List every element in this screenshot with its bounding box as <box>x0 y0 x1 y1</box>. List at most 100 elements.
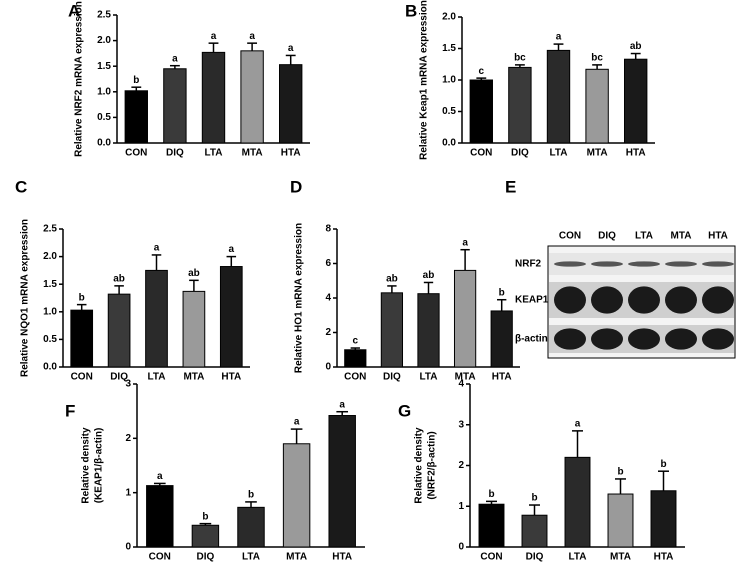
bar <box>508 66 532 144</box>
bar <box>344 349 367 368</box>
bar <box>237 506 265 548</box>
x-tick-label: HTA <box>332 552 352 563</box>
significance-letter: b <box>202 511 208 522</box>
significance-letter: bc <box>591 53 603 64</box>
y-tick-label: 1 <box>458 501 464 512</box>
y-tick-label: 2 <box>125 433 131 444</box>
bar <box>182 290 206 368</box>
bar <box>328 415 356 548</box>
bar <box>201 51 226 144</box>
bar <box>163 68 187 144</box>
bar <box>564 456 591 548</box>
panel-label: C <box>15 177 27 196</box>
y-axis-label: Relative NRF2 mRNA expression <box>74 1 85 157</box>
bar <box>417 293 440 368</box>
x-tick-label: DIQ <box>197 552 215 563</box>
x-tick-label: MTA <box>183 372 204 383</box>
significance-letter: a <box>575 419 581 430</box>
y-axis-label: Relative Keap1 mRNA expression <box>419 0 430 160</box>
significance-letter: a <box>339 399 345 410</box>
bar <box>219 266 243 368</box>
y-tick-label: 0.5 <box>97 112 111 123</box>
bar <box>107 293 131 368</box>
y-tick-label: 0.5 <box>442 106 456 117</box>
y-tick-label: 1.0 <box>442 75 456 86</box>
blot-band <box>702 261 734 267</box>
significance-letter: ab <box>386 274 398 285</box>
y-tick-label: 3 <box>458 419 464 430</box>
significance-letter: a <box>294 417 300 428</box>
x-tick-label: LTA <box>420 372 438 383</box>
y-tick-label: 1.0 <box>97 86 111 97</box>
significance-letter: a <box>556 32 562 43</box>
blot-band <box>665 261 697 267</box>
x-tick-label: LTA <box>242 552 260 563</box>
significance-letter: b <box>133 75 139 86</box>
x-tick-label: HTA <box>492 372 512 383</box>
bar <box>490 310 513 368</box>
blot-band <box>554 261 586 267</box>
bar <box>521 514 548 548</box>
panel-label: F <box>65 401 75 420</box>
y-tick-label: 0.0 <box>97 138 111 149</box>
y-tick-label: 2.0 <box>43 251 57 262</box>
significance-letter: b <box>79 292 85 303</box>
blot-lane-label: HTA <box>708 231 728 242</box>
significance-letter: a <box>462 237 468 248</box>
bar <box>282 443 311 548</box>
y-tick-label: 2 <box>458 460 464 471</box>
significance-letter: ab <box>423 270 435 281</box>
x-tick-label: CON <box>71 372 93 383</box>
significance-letter: c <box>353 336 359 347</box>
significance-letter: b <box>488 489 494 500</box>
y-tick-label: 0.0 <box>43 362 57 373</box>
significance-letter: ab <box>188 268 200 279</box>
x-tick-label: LTA <box>148 372 166 383</box>
y-tick-label: 2.5 <box>43 224 57 235</box>
y-axis-label: Relative HO1 mRNA expression <box>294 223 305 373</box>
blot-band <box>628 286 660 314</box>
y-tick-label: 0 <box>325 362 331 373</box>
blot-band <box>554 286 586 314</box>
bar <box>146 485 174 548</box>
x-tick-label: DIQ <box>383 372 401 383</box>
panel-label: E <box>505 177 516 196</box>
significance-letter: ab <box>630 41 642 52</box>
x-tick-label: HTA <box>654 552 674 563</box>
y-tick-label: 4 <box>325 293 331 304</box>
y-tick-label: 2.0 <box>442 12 456 23</box>
bar <box>380 292 404 368</box>
y-tick-label: 0 <box>458 542 464 553</box>
significance-letter: a <box>172 53 178 64</box>
x-tick-label: HTA <box>281 148 301 159</box>
blot-band <box>591 261 623 267</box>
x-tick-label: CON <box>125 148 147 159</box>
x-tick-label: CON <box>149 552 171 563</box>
bar <box>124 90 148 144</box>
bar <box>624 58 648 144</box>
x-tick-label: MTA <box>587 148 608 159</box>
y-tick-label: 2.5 <box>97 10 111 21</box>
y-tick-label: 2.0 <box>97 35 111 46</box>
significance-letter: a <box>288 43 294 54</box>
x-tick-label: HTA <box>221 372 241 383</box>
x-tick-label: LTA <box>569 552 587 563</box>
y-tick-label: 3 <box>125 379 131 390</box>
x-tick-label: MTA <box>286 552 307 563</box>
blot-band <box>628 261 660 267</box>
blot-lane-label: MTA <box>671 231 692 242</box>
x-tick-label: DIQ <box>526 552 544 563</box>
panel-label: D <box>290 177 302 196</box>
y-axis-label: Relative NQO1 mRNA expression <box>20 219 31 377</box>
blot-band <box>591 286 623 314</box>
x-tick-label: LTA <box>550 148 568 159</box>
y-axis-label: Relative density <box>414 427 425 504</box>
panel-label: G <box>398 401 411 420</box>
y-tick-label: 1 <box>125 487 131 498</box>
bar <box>478 503 505 548</box>
y-tick-label: 1.5 <box>43 279 57 290</box>
x-tick-label: DIQ <box>511 148 529 159</box>
x-tick-label: CON <box>480 552 502 563</box>
significance-letter: bc <box>514 53 526 64</box>
y-tick-label: 0 <box>125 542 131 553</box>
